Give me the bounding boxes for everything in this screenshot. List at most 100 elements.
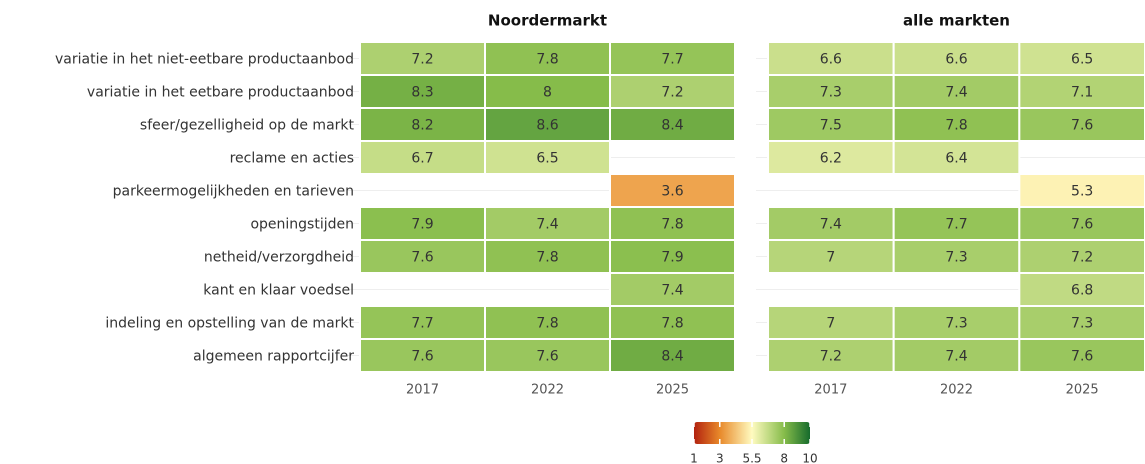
cell-label: 7.6	[411, 250, 433, 266]
y-tick-label: reclame en acties	[230, 151, 354, 167]
cell-label: 7.8	[661, 217, 683, 233]
cell-label: 6.6	[945, 52, 967, 68]
heat-cell	[609, 173, 736, 208]
heat-cell	[609, 338, 736, 373]
heat-cell	[484, 239, 611, 274]
heat-cell	[609, 74, 736, 109]
heat-cell	[359, 74, 486, 109]
y-tick-label: variatie in het eetbare productaanbod	[87, 85, 354, 101]
cell-label: 7.6	[411, 349, 433, 365]
heat-cell	[484, 41, 611, 76]
y-tick-label: sfeer/gezelligheid op de markt	[140, 118, 355, 134]
heat-cell	[892, 239, 1021, 274]
heat-cell	[359, 206, 486, 241]
heat-cell	[767, 140, 895, 175]
cell-label: 6.6	[820, 52, 842, 68]
cell-label: 7.1	[1071, 85, 1093, 101]
heat-cell	[892, 305, 1021, 340]
cell-label: 7.4	[945, 349, 967, 365]
heat-cell	[609, 305, 736, 340]
y-tick-label: netheid/verzorgdheid	[204, 250, 354, 266]
heat-cell	[359, 140, 486, 175]
cell-label: 7.7	[411, 316, 433, 332]
cell-label: 7.8	[536, 52, 558, 68]
heat-cell	[484, 107, 611, 142]
x-tick-label: 2017	[406, 383, 439, 398]
cell-label: 7.6	[1071, 349, 1093, 365]
heat-cell	[892, 41, 1021, 76]
heat-cell	[892, 107, 1021, 142]
heat-cell	[609, 272, 736, 307]
y-tick-label: indeling en opstelling van de markt	[105, 316, 354, 332]
cell-label: 5.3	[1071, 184, 1093, 200]
heat-cell	[1018, 107, 1145, 142]
cell-label: 6.5	[536, 151, 558, 167]
cell-label: 7.7	[661, 52, 683, 68]
cell-label: 7.5	[820, 118, 842, 134]
cell-label: 7.2	[820, 349, 842, 365]
cell-label: 7.4	[820, 217, 842, 233]
heat-cell	[767, 206, 895, 241]
cell-label: 6.8	[1071, 283, 1093, 299]
cell-label: 8.4	[661, 349, 683, 365]
x-tick-label: 2022	[531, 383, 564, 398]
heat-cell	[609, 206, 736, 241]
cell-label: 7.3	[820, 85, 842, 101]
cell-label: 7	[826, 250, 835, 266]
cell-label: 8.3	[411, 85, 433, 101]
cell-label: 7.2	[661, 85, 683, 101]
cell-label: 7.3	[1071, 316, 1093, 332]
colorbar	[694, 422, 810, 444]
x-tick-label: 2025	[1066, 383, 1099, 398]
cell-label: 7.2	[1071, 250, 1093, 266]
y-tick-label: parkeermogelijkheden en tarieven	[113, 184, 354, 200]
facet-title: Noordermarkt	[488, 12, 607, 30]
cell-label: 8	[543, 85, 552, 101]
cell-label: 8.2	[411, 118, 433, 134]
heat-cell	[484, 338, 611, 373]
facet-title: alle markten	[903, 12, 1010, 30]
cell-label: 6.5	[1071, 52, 1093, 68]
cell-label: 7.3	[945, 316, 967, 332]
cell-label: 7.6	[1071, 217, 1093, 233]
heat-cell	[892, 338, 1021, 373]
cell-label: 7.6	[536, 349, 558, 365]
heat-cell	[609, 239, 736, 274]
cell-label: 6.4	[945, 151, 967, 167]
y-tick-label: algemeen rapportcijfer	[193, 349, 354, 365]
cell-label: 7	[826, 316, 835, 332]
heat-cell	[484, 140, 611, 175]
colorbar-label: 8	[780, 452, 788, 464]
cell-label: 8.6	[536, 118, 558, 134]
heat-cell	[359, 239, 486, 274]
heat-cell	[767, 239, 895, 274]
colorbar-label: 5.5	[742, 452, 761, 464]
cell-label: 7.8	[661, 316, 683, 332]
cell-label: 7.2	[411, 52, 433, 68]
colorbar-label: 3	[716, 452, 724, 464]
heat-cell	[484, 206, 611, 241]
colorbar-label: 10	[802, 452, 817, 464]
cell-label: 7.8	[536, 316, 558, 332]
heat-cell	[1018, 272, 1145, 307]
y-tick-label: openingstijden	[250, 217, 354, 233]
cell-label: 7.6	[1071, 118, 1093, 134]
cell-label: 7.8	[536, 250, 558, 266]
cell-label: 8.4	[661, 118, 683, 134]
x-tick-label: 2022	[940, 383, 973, 398]
heat-cell	[1018, 206, 1145, 241]
cell-label: 6.7	[411, 151, 433, 167]
cell-label: 7.4	[945, 85, 967, 101]
cell-label: 7.7	[945, 217, 967, 233]
y-tick-label: kant en klaar voedsel	[203, 283, 354, 299]
cell-label: 7.9	[411, 217, 433, 233]
cell-label: 7.8	[945, 118, 967, 134]
cell-label: 6.2	[820, 151, 842, 167]
cell-label: 7.4	[661, 283, 683, 299]
cell-label: 7.4	[536, 217, 558, 233]
heat-cell	[892, 140, 1021, 175]
y-tick-label: variatie in het niet-eetbare productaanb…	[55, 52, 354, 68]
cell-label: 3.6	[661, 184, 683, 200]
cell-label: 7.3	[945, 250, 967, 266]
